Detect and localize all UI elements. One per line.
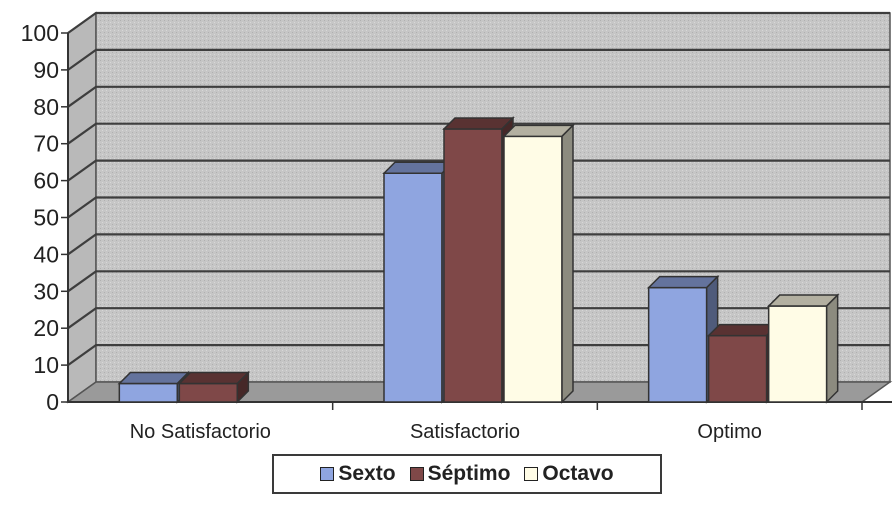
bar-side: [825, 293, 839, 404]
legend-swatch-sexto: [320, 467, 335, 481]
bar: [646, 274, 720, 404]
bar-front: [118, 382, 179, 403]
y-tick-label: 50: [33, 205, 59, 231]
legend-swatch-septimo: [409, 467, 424, 481]
y-tick-label: 70: [33, 131, 59, 157]
bar: [502, 123, 575, 404]
bar-front: [647, 286, 708, 403]
x-axis-tick-labels: No Satisfactorio Satisfactorio Optimo: [130, 421, 762, 443]
y-tick-label: 80: [33, 94, 59, 120]
bar-side: [561, 123, 574, 404]
y-tick-label: 60: [33, 168, 59, 194]
y-tick-label: 90: [33, 57, 59, 83]
bar: [766, 293, 840, 404]
y-tick-label: 0: [46, 389, 59, 415]
gridline: [67, 122, 890, 145]
y-tick-label: 30: [33, 278, 59, 304]
gridlines: [67, 11, 890, 366]
y-tick-label: 100: [21, 20, 59, 46]
gridline: [67, 233, 890, 256]
bar-side: [236, 370, 250, 404]
bar: [382, 160, 455, 404]
x-tick-label: No Satisfactorio: [130, 421, 271, 443]
gridline: [67, 196, 890, 219]
x-tick-label: Optimo: [697, 421, 761, 443]
legend-label-octavo: Octavo: [542, 462, 614, 485]
gridline: [67, 270, 890, 293]
legend: Sexto Séptimo Octavo: [272, 454, 662, 494]
bar: [117, 370, 191, 404]
legend-label-sexto: Sexto: [338, 462, 396, 485]
bar-front: [443, 128, 503, 403]
gridline: [67, 85, 890, 108]
y-tick-label: 40: [33, 241, 59, 267]
bar: [177, 370, 251, 404]
bar-front: [383, 172, 443, 403]
gridline: [67, 159, 890, 182]
legend-item-septimo: Séptimo: [409, 462, 511, 486]
bar-front: [178, 382, 239, 403]
gridline: [67, 48, 890, 71]
gridline: [67, 344, 890, 366]
y-tick-label: 20: [33, 315, 59, 341]
legend-label-septimo: Séptimo: [427, 462, 511, 485]
legend-swatch-octavo: [524, 467, 539, 481]
bars: [117, 116, 840, 404]
x-tick-label: Satisfactorio: [410, 421, 520, 443]
legend-item-sexto: Sexto: [320, 462, 396, 486]
gridline: [67, 11, 890, 34]
bar: [706, 322, 780, 404]
bar-front: [767, 305, 828, 403]
y-tick-label: 10: [33, 352, 59, 378]
bar-front: [503, 135, 563, 403]
gridline: [67, 307, 890, 330]
bar-front: [707, 334, 768, 403]
bar: [442, 116, 515, 404]
legend-item-octavo: Octavo: [524, 462, 614, 486]
y-axis-tick-labels: 0 10 20 30 40 50 60 70 80 90 100: [21, 20, 59, 415]
